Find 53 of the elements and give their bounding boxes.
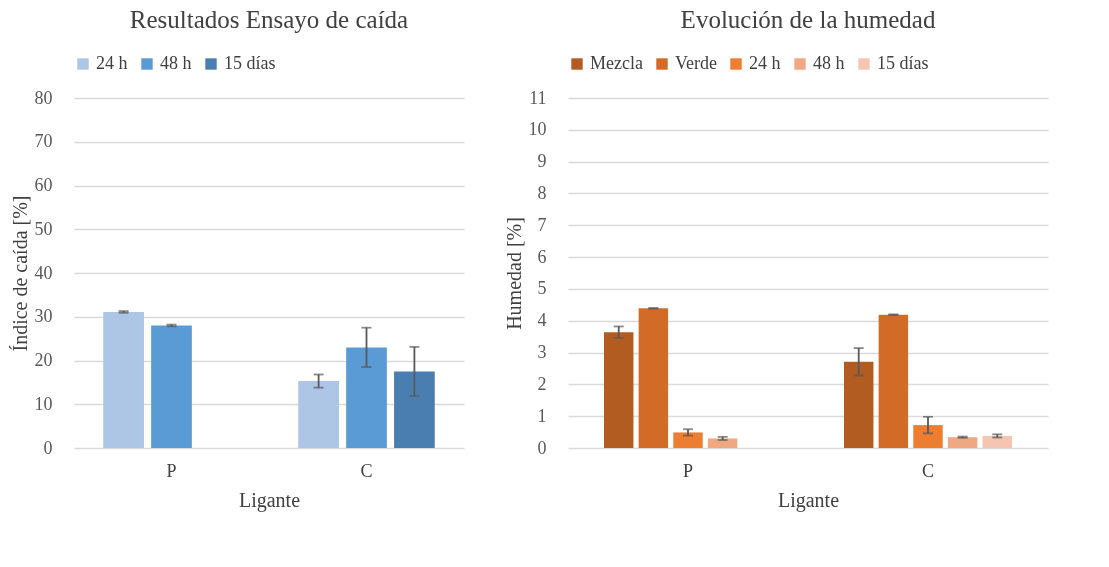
y-tick-label: 10: [34, 393, 53, 414]
x-axis-title: Ligante: [238, 488, 301, 512]
legend-label: Verde: [675, 53, 717, 73]
x-tick-label: P: [682, 460, 694, 481]
chart-title: Evolución de la humedad: [680, 6, 936, 33]
y-tick-label: 70: [34, 131, 53, 152]
legend-label: 24 h: [749, 53, 781, 73]
y-tick-label: 60: [34, 175, 53, 195]
y-tick-label: 40: [34, 262, 53, 283]
bar: [707, 438, 738, 448]
y-tick-label: 20: [34, 350, 53, 370]
y-tick-label: 7: [537, 214, 547, 235]
y-tick-label: 10: [528, 119, 547, 140]
y-axis-title: Índice de caída [%]: [8, 195, 31, 352]
bar: [346, 347, 387, 448]
y-tick-label: 9: [537, 151, 547, 172]
legend-label: 48 h: [160, 53, 192, 73]
bar: [103, 311, 144, 448]
bar: [604, 332, 634, 448]
legend-label: 15 días: [877, 53, 929, 73]
y-tick-label: 1: [537, 405, 547, 426]
bar: [982, 435, 1012, 448]
y-tick-label: 4: [537, 310, 547, 331]
legend-label: Mezcla: [590, 53, 643, 73]
y-tick-label: 2: [537, 373, 547, 394]
bar: [947, 437, 978, 448]
bar: [878, 314, 909, 448]
y-tick-label: 11: [529, 87, 547, 108]
y-tick-label: 30: [34, 306, 53, 327]
legend-label: 15 días: [224, 53, 276, 73]
chart-title: Resultados Ensayo de caída: [129, 6, 409, 33]
legend-label: 48 h: [813, 53, 845, 73]
bar: [913, 425, 943, 448]
bar: [844, 361, 874, 448]
y-tick-label: 50: [34, 218, 53, 239]
x-tick-label: C: [360, 460, 373, 481]
bar: [673, 432, 703, 448]
y-tick-label: 5: [537, 278, 547, 299]
x-tick-label: C: [921, 460, 935, 481]
legend-label: 24 h: [96, 53, 128, 73]
y-tick-label: 80: [34, 87, 53, 108]
y-tick-label: 8: [537, 182, 547, 203]
bar: [151, 325, 192, 448]
y-tick-label: 0: [537, 437, 547, 458]
y-tick-label: 3: [537, 342, 547, 363]
y-tick-label: 0: [43, 437, 53, 458]
x-tick-label: P: [166, 460, 177, 481]
bar: [298, 381, 339, 448]
bar: [638, 308, 669, 448]
y-tick-label: 6: [537, 246, 547, 267]
y-axis-title: Humedad [%]: [502, 217, 525, 330]
bar: [394, 371, 435, 448]
x-axis-title: Ligante: [777, 488, 840, 512]
